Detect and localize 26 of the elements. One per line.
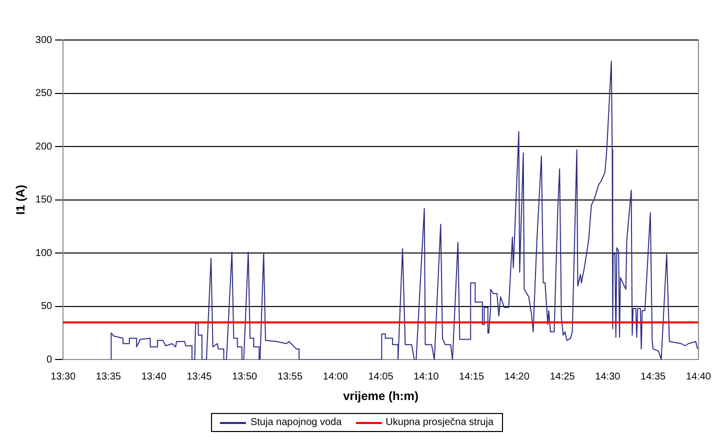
y-tick-label: 50 [40, 301, 53, 312]
x-tick-label: 14:25 [550, 371, 576, 382]
x-tick-label: 14:05 [368, 371, 394, 382]
y-tick-label: 100 [35, 248, 53, 259]
y-tick-label: 200 [35, 141, 53, 152]
x-tick-label: 14:40 [686, 371, 712, 382]
x-tick-label: 13:40 [141, 371, 167, 382]
x-tick-label: 13:45 [186, 371, 212, 382]
x-tick-label: 14:35 [640, 371, 666, 382]
x-axis-title: vrijeme (h:m) [343, 389, 418, 404]
x-tick-label: 14:30 [595, 371, 621, 382]
y-tick-label: 300 [35, 34, 53, 46]
x-tick-label: 14:15 [459, 371, 484, 382]
y-tick-label: 0 [46, 354, 53, 366]
y-tick-label: 250 [35, 88, 53, 100]
y-tick-label: 150 [35, 194, 53, 206]
x-tick-label: 14:10 [414, 371, 440, 382]
x-tick-label: 14:00 [322, 371, 348, 382]
x-tick-label: 13:50 [232, 371, 258, 382]
x-tick-label: 13:55 [278, 371, 303, 382]
x-tick-label: 14:20 [504, 371, 530, 382]
legend-label: Stuja napojnog voda [250, 417, 342, 428]
y-axis-title: I1 (A) [14, 184, 28, 215]
x-tick-label: 13:30 [50, 371, 76, 382]
legend-label: Ukupna prosječna struja [386, 417, 494, 428]
x-tick-label: 13:35 [96, 371, 122, 382]
